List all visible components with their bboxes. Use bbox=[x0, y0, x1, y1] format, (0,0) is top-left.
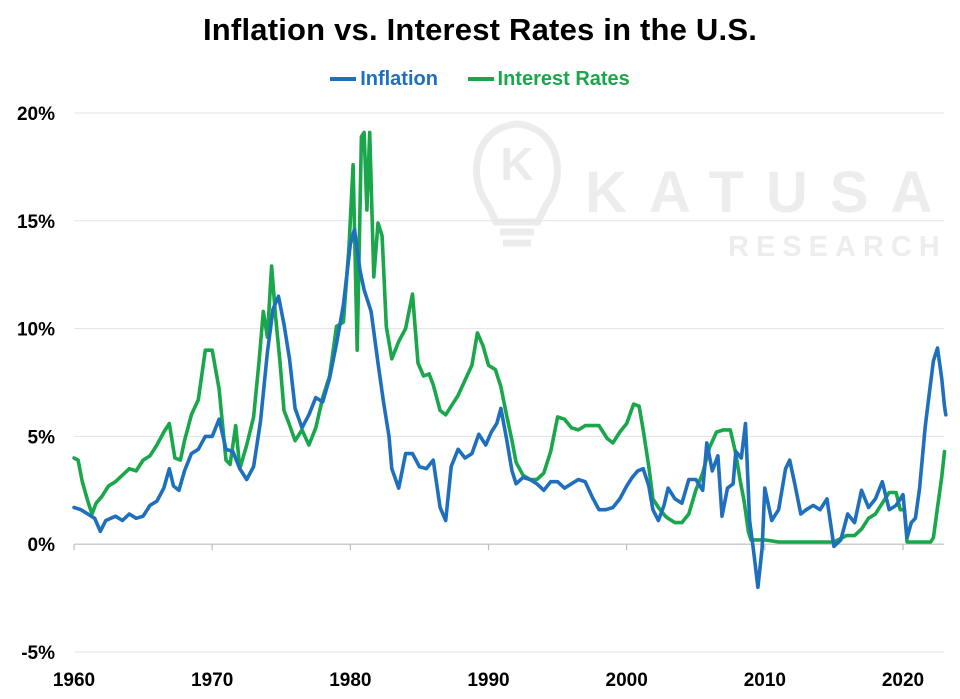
chart-title: Inflation vs. Interest Rates in the U.S. bbox=[202, 12, 758, 47]
x-tick-label: 2000 bbox=[606, 670, 648, 691]
legend-swatch-interest-rates bbox=[467, 77, 494, 81]
y-tick-label: 0% bbox=[28, 535, 56, 556]
x-tick-label: 2010 bbox=[744, 670, 786, 691]
series-line-interest-rates bbox=[72, 130, 947, 544]
watermark-katusa: KATUSA bbox=[585, 160, 954, 225]
watermark: K KATUSA RESEARCH bbox=[473, 120, 954, 263]
y-axis: -5% 0% 5% 10% 15% 20% bbox=[17, 104, 55, 664]
x-tick-label: 1980 bbox=[329, 670, 371, 691]
x-tick-label: 1970 bbox=[191, 670, 233, 691]
x-tick-label: 1960 bbox=[53, 670, 95, 691]
lightbulb-logo-icon: K bbox=[473, 120, 561, 247]
y-tick-label: 15% bbox=[17, 212, 55, 233]
legend-item-inflation: Inflation bbox=[330, 68, 438, 91]
x-tick-label: 1990 bbox=[467, 670, 509, 691]
y-tick-label: 20% bbox=[17, 104, 55, 125]
y-tick-label: 10% bbox=[17, 320, 55, 341]
x-axis: 1960 1970 1980 1990 2000 2010 2020 bbox=[53, 543, 944, 691]
watermark-logo-letter: K bbox=[500, 138, 533, 190]
series-line-inflation bbox=[72, 227, 948, 590]
legend: Inflation Interest Rates bbox=[0, 64, 960, 91]
legend-swatch-inflation bbox=[330, 77, 357, 81]
gridlines bbox=[74, 112, 944, 653]
legend-label-interest-rates: Interest Rates bbox=[497, 67, 630, 90]
x-tick-label: 2020 bbox=[882, 670, 924, 691]
y-tick-label: 5% bbox=[28, 427, 56, 448]
y-tick-label: -5% bbox=[21, 643, 55, 664]
series-layer bbox=[72, 130, 948, 590]
watermark-research: RESEARCH bbox=[728, 231, 947, 263]
legend-label-inflation: Inflation bbox=[360, 67, 438, 90]
legend-item-interest-rates: Interest Rates bbox=[467, 67, 630, 91]
